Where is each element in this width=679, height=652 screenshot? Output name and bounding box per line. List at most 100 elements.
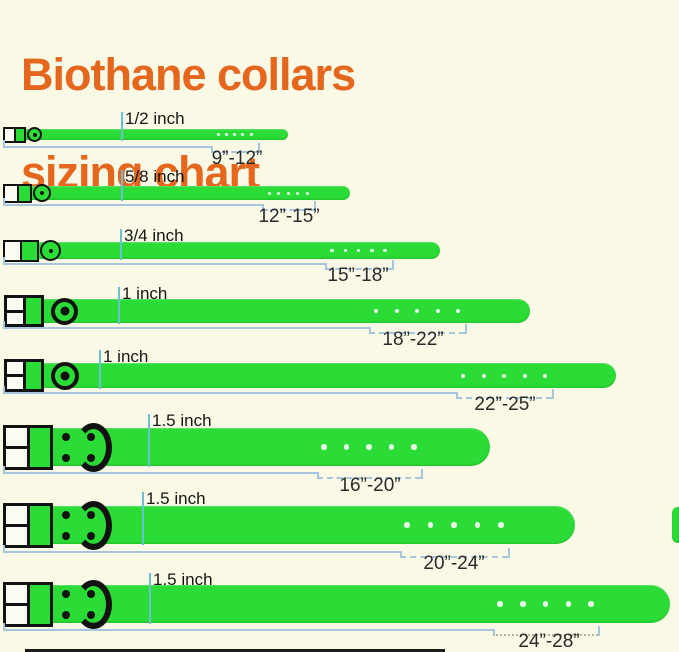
buckle-cell	[6, 526, 28, 545]
measurement-line	[3, 327, 369, 329]
measurement-tick	[552, 389, 554, 399]
adjustment-hole	[224, 133, 228, 136]
ring-pin-icon	[60, 371, 70, 380]
collar-width-label: 1 inch	[122, 284, 168, 303]
measurement-tick	[3, 140, 5, 147]
measurement-line	[3, 551, 400, 553]
measurement-tick	[325, 263, 327, 269]
size-range-label: 12”-15”	[258, 206, 320, 227]
size-range-label: 16”-20”	[339, 475, 401, 496]
adjustment-hole	[427, 522, 434, 528]
d-ring-icon	[75, 501, 112, 550]
rivet-icon	[62, 433, 70, 441]
adjustment-hole	[588, 601, 594, 607]
measurement-tick	[262, 204, 264, 210]
buckle-center-bar	[20, 241, 22, 260]
ring-pin-icon	[60, 306, 69, 316]
adjustment-hole	[277, 191, 280, 195]
collar-strap	[4, 585, 670, 623]
adjustment-hole	[498, 522, 504, 528]
buckle-center-bar	[7, 374, 24, 377]
rivet-icon	[87, 454, 95, 462]
buckle-center-bar	[16, 185, 19, 201]
measurement-tick	[421, 469, 423, 479]
measurement-line	[3, 263, 325, 265]
rivet-icon	[62, 532, 70, 540]
buckle-strap-segment	[26, 362, 41, 389]
collar-strap	[4, 129, 288, 140]
adjustment-hole	[411, 444, 417, 450]
adjustment-hole	[456, 309, 460, 313]
rivet-icon	[62, 590, 70, 598]
adjustment-hole	[267, 191, 271, 195]
measurement-line	[3, 146, 211, 148]
buckle-center-bar	[6, 523, 28, 527]
buckle-center-bar	[13, 128, 16, 141]
ring-icon	[51, 297, 78, 325]
width-pointer-line	[99, 350, 101, 389]
adjustment-hole	[542, 601, 549, 607]
measurement-dashed-line	[400, 556, 508, 558]
measurement-dashed-line	[317, 477, 421, 479]
width-pointer-line	[121, 112, 123, 141]
adjustment-hole	[435, 309, 440, 313]
measurement-tick	[3, 257, 5, 264]
collar-strap	[4, 299, 530, 323]
buckle-frame	[3, 424, 53, 470]
width-pointer-line	[121, 170, 123, 201]
d-ring-icon	[75, 423, 112, 472]
size-range-label: 9”-12”	[211, 148, 263, 169]
adjustment-hole	[343, 444, 350, 450]
measurement-tick	[314, 201, 316, 211]
adjustment-hole	[415, 309, 419, 313]
buckle-strap-segment	[18, 185, 30, 201]
adjustment-hole	[461, 373, 465, 378]
collar-width-label: 5/8 inch	[125, 167, 185, 186]
buckle-strap-segment	[15, 128, 24, 141]
rivet-icon	[62, 454, 70, 462]
width-pointer-line	[118, 287, 120, 324]
buckle-cell	[5, 241, 20, 260]
rivet-icon	[62, 511, 70, 519]
d-ring-icon	[75, 580, 112, 629]
measurement-tick	[456, 392, 458, 398]
measurement-tick	[598, 626, 600, 636]
rivet-icon	[62, 611, 70, 619]
width-pointer-line	[142, 492, 144, 545]
measurement-dashed-line	[456, 397, 552, 399]
adjustment-hole	[216, 133, 220, 136]
buckle-strap-segment	[30, 505, 50, 545]
buckle-cell	[7, 377, 24, 389]
buckle-cell	[5, 185, 17, 201]
collar-width-label: 1.5 inch	[152, 411, 212, 430]
adjustment-hole	[404, 522, 410, 528]
adjustment-hole	[330, 248, 334, 253]
measurement-dashed-line	[369, 332, 465, 334]
measurement-tick	[3, 466, 5, 473]
size-range-label: 15”-18”	[327, 265, 389, 286]
buckle-center-bar	[6, 602, 28, 606]
measurement-tick	[465, 324, 467, 334]
buckle-cells	[6, 505, 28, 545]
adjustment-hole	[233, 133, 236, 136]
width-pointer-line	[120, 229, 122, 260]
collar-strap	[4, 186, 350, 200]
adjustment-hole	[296, 191, 299, 195]
adjustment-hole	[305, 191, 309, 195]
rivet-icon	[87, 511, 95, 519]
adjustment-hole	[374, 309, 378, 313]
measurement-tick	[3, 623, 5, 630]
adjustment-hole	[286, 191, 290, 195]
adjustment-hole	[497, 601, 503, 607]
adjustment-hole	[481, 373, 486, 378]
measurement-line	[3, 472, 317, 474]
buckle-cell	[6, 584, 28, 603]
buckle-side-bar	[23, 298, 27, 324]
measurement-line	[3, 629, 493, 631]
buckle-cells	[7, 298, 24, 324]
buckle-cell	[7, 362, 24, 374]
buckle-frame	[3, 581, 53, 627]
adjustment-hole	[321, 444, 327, 450]
ring-icon	[51, 361, 79, 390]
